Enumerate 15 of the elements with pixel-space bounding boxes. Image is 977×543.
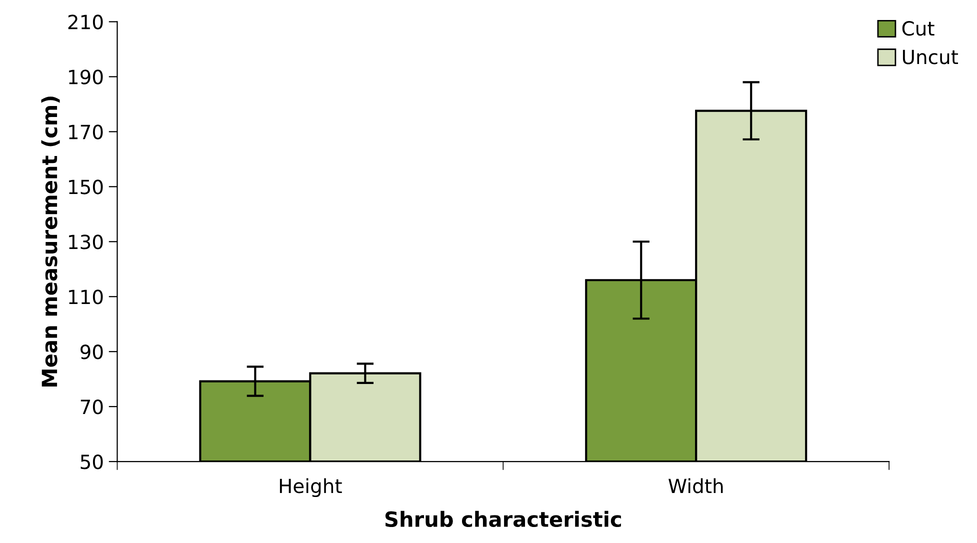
legend-label: Uncut xyxy=(902,50,958,64)
y-tick-label: 110 xyxy=(69,290,103,304)
y-tick-label: 90 xyxy=(80,344,103,360)
y-tick-label: 70 xyxy=(80,400,103,414)
y-tick-label: 50 xyxy=(80,454,103,470)
x-tick-label: Height xyxy=(280,478,342,498)
y-axis-title: Mean measurement (cm) xyxy=(41,96,60,386)
y-tick-label: 170 xyxy=(69,124,103,140)
y-tick-label: 150 xyxy=(69,180,103,194)
y-tick-label: 190 xyxy=(69,70,103,84)
y-tick-label: 210 xyxy=(68,14,103,30)
y-tick-label: 130 xyxy=(69,234,103,250)
x-tick-label: Width xyxy=(668,478,723,494)
x-axis-title: Shrub characteristic xyxy=(385,510,621,528)
legend-label: Cut xyxy=(902,21,934,36)
